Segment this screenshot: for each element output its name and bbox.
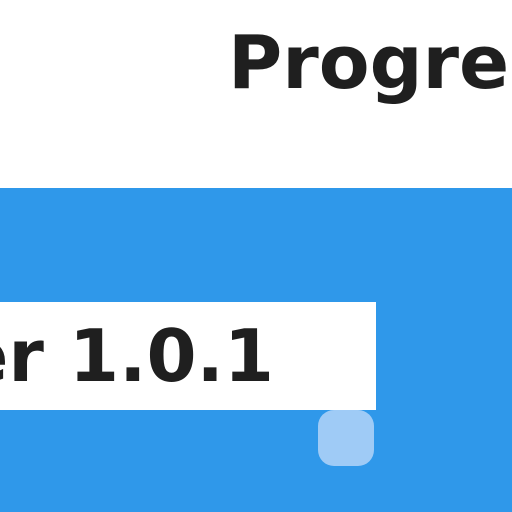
version-label: ver 1.0.1 bbox=[0, 314, 274, 398]
page-title: Progres bbox=[228, 20, 512, 106]
drag-handle[interactable] bbox=[318, 410, 374, 466]
version-badge: ver 1.0.1 bbox=[0, 302, 376, 410]
